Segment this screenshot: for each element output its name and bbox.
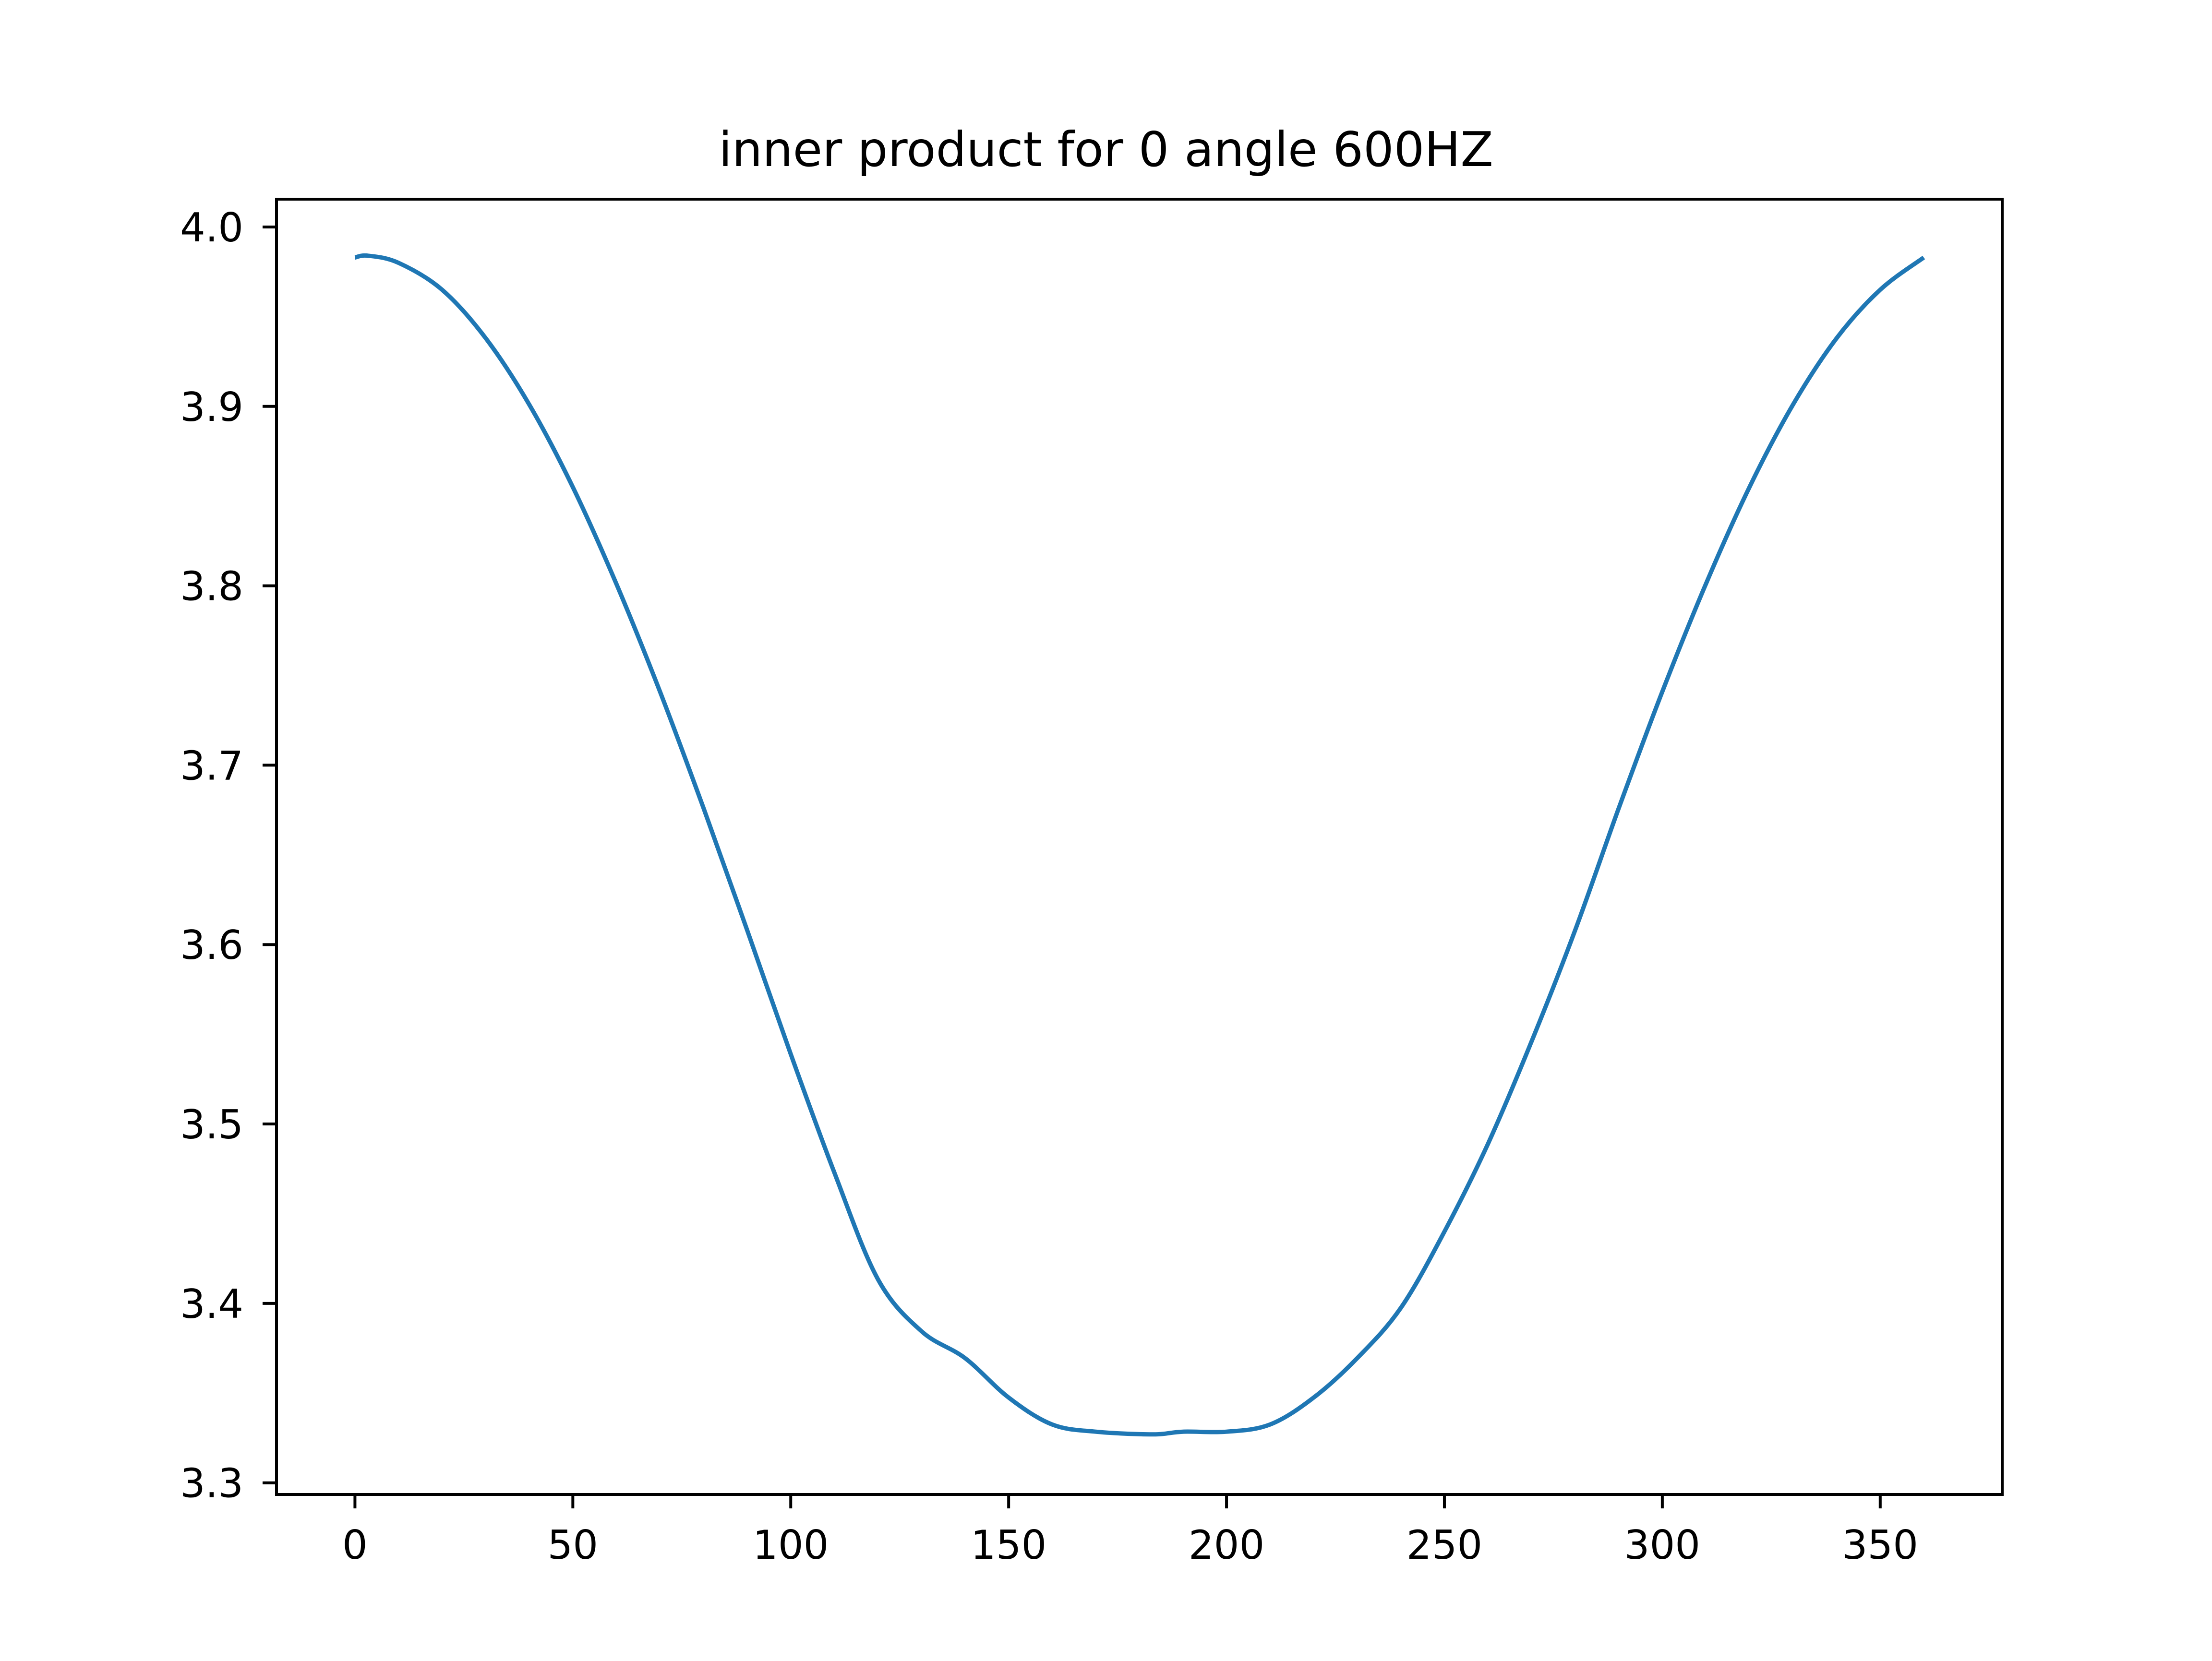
x-tick-label: 300 — [1624, 1522, 1700, 1568]
y-tick-label: 3.4 — [180, 1281, 243, 1327]
y-tick-label: 3.8 — [180, 563, 243, 610]
series-line — [354, 253, 1925, 1437]
x-tick-label: 350 — [1842, 1522, 1918, 1568]
x-axis: 0 50 100 150 200 250 300 350 — [342, 1494, 1918, 1568]
y-tick-label: 3.9 — [180, 384, 243, 430]
x-tick-label: 250 — [1407, 1522, 1482, 1568]
y-tick-label: 3.6 — [180, 922, 243, 968]
plot-frame — [275, 198, 2004, 1496]
x-tick-label: 150 — [971, 1522, 1046, 1568]
y-axis: 3.3 3.4 3.5 3.6 3.7 3.8 3.9 4.0 — [180, 204, 276, 1507]
chart-title: inner product for 0 angle 600HZ — [719, 121, 1493, 178]
y-tick-label: 3.7 — [180, 742, 243, 789]
y-tick-label: 3.3 — [180, 1460, 243, 1507]
series-layer — [354, 253, 1925, 1437]
y-tick-label: 3.5 — [180, 1101, 243, 1148]
x-tick-label: 100 — [753, 1522, 829, 1568]
x-tick-label: 200 — [1189, 1522, 1264, 1568]
x-tick-label: 50 — [548, 1522, 599, 1568]
y-tick-label: 4.0 — [180, 204, 243, 251]
x-tick-label: 0 — [342, 1522, 368, 1568]
